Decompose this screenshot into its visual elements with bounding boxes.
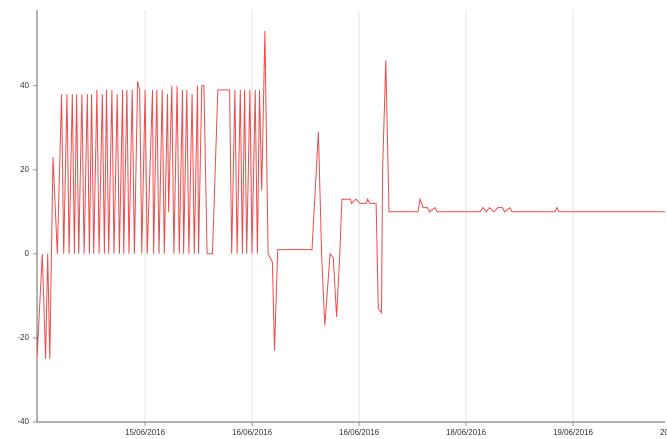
x-tick-label: 16/06/2016 (339, 428, 380, 437)
x-tick-label: 18/06/2016 (446, 428, 487, 437)
y-tick-label: 20 (20, 165, 29, 174)
y-tick-label: 0 (25, 249, 30, 258)
y-tick-label: 40 (20, 81, 29, 90)
x-tick-label: 15/06/2016 (125, 428, 166, 437)
y-tick-label: -40 (17, 417, 29, 426)
x-tick-label: 20/06/2016 (660, 428, 667, 437)
data-line (36, 30, 665, 359)
x-tick-label: 16/06/2016 (232, 428, 273, 437)
y-tick-label: -20 (17, 333, 29, 342)
x-tick-label: 19/06/2016 (553, 428, 594, 437)
